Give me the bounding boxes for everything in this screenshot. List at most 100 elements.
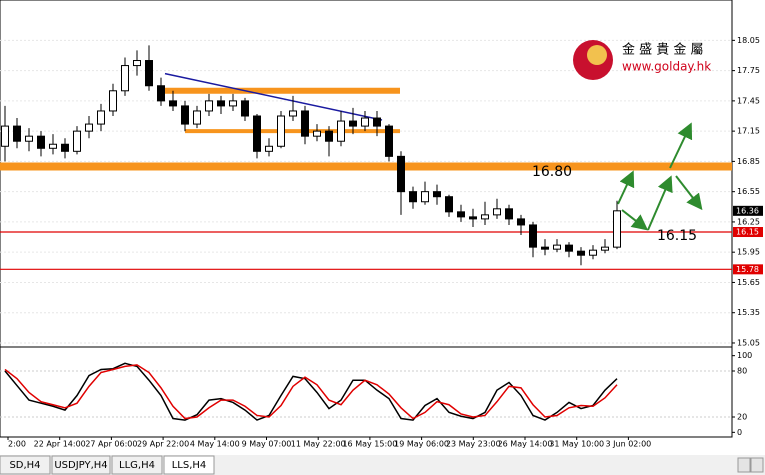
tab[interactable] (51, 455, 111, 475)
candle-body (457, 211, 465, 218)
arrow (621, 209, 649, 231)
annotation: 16.80 (532, 164, 572, 180)
tab-label[interactable]: SD,H4 (9, 460, 40, 471)
candle-body (397, 155, 405, 193)
candle-body (361, 117, 369, 127)
arrow (669, 122, 693, 169)
candle-body (505, 208, 513, 220)
y-tick-label: 15.65 (737, 278, 760, 287)
candle-body (373, 117, 381, 127)
x-tick-label: 31 May 10:00 (549, 440, 604, 449)
candle-body (589, 249, 597, 256)
price-tag (733, 205, 763, 216)
candle-body (145, 60, 153, 87)
x-tick-label: 26 May 14:00 (498, 440, 553, 449)
x-tick-label: 4 May 14:00 (190, 440, 240, 449)
candle-body (37, 135, 45, 149)
logo-url: www.golday.hk (622, 60, 711, 74)
levels (0, 72, 732, 270)
tab[interactable] (0, 455, 51, 475)
arrow (617, 170, 635, 205)
candle-body (529, 224, 537, 248)
candle-body (265, 145, 273, 152)
logo-mark (587, 45, 607, 65)
candle-body (73, 130, 81, 152)
candle-body (61, 143, 69, 152)
candle-body (229, 100, 237, 107)
tab-label[interactable]: LLS,H4 (172, 460, 207, 471)
x-tick-label: 2:00 (8, 440, 26, 449)
x-tick-label: 11 May 22:00 (291, 440, 346, 449)
candle-body (481, 214, 489, 220)
annotation: 16.15 (657, 228, 697, 244)
candle-body (469, 216, 477, 220)
y-tick-label: 18.05 (737, 36, 760, 45)
candle-body (85, 123, 93, 132)
y-tick-label: 17.45 (737, 96, 760, 105)
y-tick-label: 17.15 (737, 127, 760, 136)
candle-body (313, 130, 321, 137)
logo: 金 盛 貴 金 屬 www.golday.hk (573, 40, 711, 80)
y-tick-label: 15.05 (737, 338, 760, 347)
tab[interactable] (111, 455, 163, 475)
x-tick-label: 29 Apr 22:00 (137, 440, 189, 449)
tabs: SD,H4 USDJPY,H4 LLG,H4 LLS,H4 (0, 455, 215, 475)
candle-body (577, 250, 585, 256)
candles (1, 45, 621, 266)
candle-body (541, 246, 549, 250)
tab[interactable] (163, 455, 215, 475)
candle-body (121, 65, 129, 92)
scroll-button[interactable] (737, 457, 751, 473)
candle-body (421, 191, 429, 203)
axes: 15.05 15.35 15.65 15.95 16.25 16.55 16.85 17.15… (7, 36, 763, 449)
price-tag-label: 16.36 (736, 206, 759, 215)
candle-body (241, 100, 249, 117)
x-tick-label: 19 May 06:00 (394, 440, 449, 449)
candle-body (157, 85, 165, 102)
price-tag (733, 264, 763, 275)
y-tick-label: 17.75 (737, 66, 760, 75)
candle-body (109, 90, 117, 112)
candle-body (289, 110, 297, 117)
arrow (647, 175, 673, 231)
candle-body (601, 246, 609, 251)
tab-label[interactable]: LLG,H4 (119, 460, 155, 471)
candle-body (409, 191, 417, 203)
candle-body (385, 125, 393, 157)
x-tick-label: 3 Jun 02:00 (606, 440, 652, 449)
logo-name: 金 盛 貴 金 屬 (622, 42, 704, 58)
osc-line (4, 362, 618, 421)
osc-tick-label: 100 (737, 351, 752, 360)
candle-body (445, 196, 453, 213)
candle-body (169, 100, 177, 107)
candle-body (97, 110, 105, 125)
candle-body (325, 130, 333, 142)
candle-body (13, 125, 21, 142)
price-tag-label: 16.15 (736, 228, 759, 237)
candle-body (49, 143, 57, 149)
projection-arrows (617, 122, 703, 231)
candle-body (25, 135, 33, 142)
candle-body (193, 110, 201, 125)
candle-body (349, 120, 357, 127)
candle-body (433, 191, 441, 198)
candle-body (565, 244, 573, 252)
tab-label[interactable]: USDJPY,H4 (54, 460, 107, 471)
osc-tick-label: 80 (737, 367, 747, 376)
arrow (675, 175, 703, 211)
price-tag-label: 15.78 (736, 265, 759, 274)
scroll-button[interactable] (750, 457, 764, 473)
candle-body (181, 105, 189, 125)
candle-body (493, 208, 501, 216)
candle-body (337, 120, 345, 142)
candle-body (277, 115, 285, 147)
y-tick-label: 16.85 (737, 157, 760, 166)
y-tick-label: 15.95 (737, 248, 760, 257)
y-tick-label: 15.35 (737, 308, 760, 317)
x-tick-label: 23 May 23:00 (446, 440, 501, 449)
y-tick-label: 16.25 (737, 217, 760, 226)
candle-body (217, 100, 225, 107)
candle-body (301, 110, 309, 137)
